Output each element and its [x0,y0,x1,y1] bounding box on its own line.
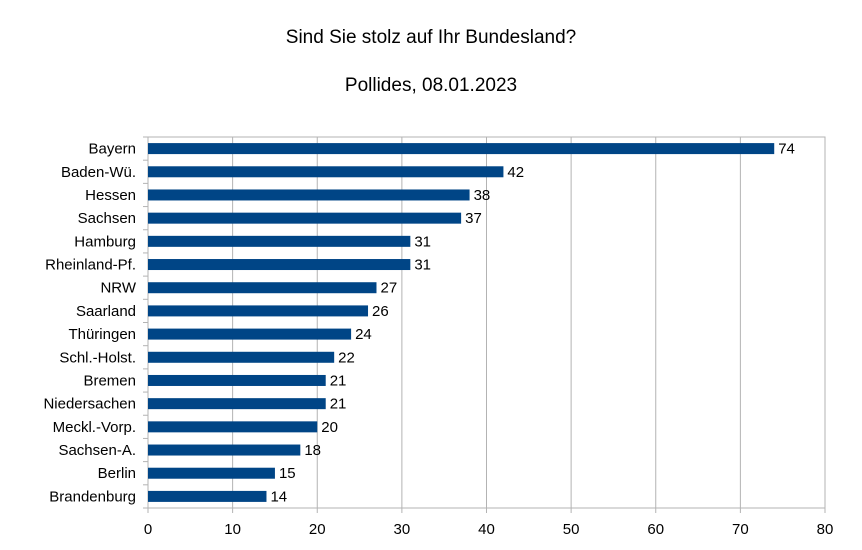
bar [148,305,369,317]
data-label: 18 [304,442,321,459]
bar [148,282,377,294]
bar [148,328,352,340]
bar [148,235,411,247]
category-label: Meckl.-Vorp. [53,419,136,436]
bar [148,166,504,178]
x-tick-label: 70 [732,521,749,538]
data-label: 14 [270,488,287,505]
category-label: NRW [100,280,136,297]
bar [148,259,411,271]
bar [148,398,326,410]
category-label: Thüringen [68,326,136,343]
x-tick-label: 20 [309,521,326,538]
data-label: 15 [279,465,296,482]
x-tick-label: 0 [144,521,152,538]
bar [148,490,267,502]
data-label: 37 [465,210,482,227]
x-tick-label: 10 [224,521,241,538]
category-label: Sachsen [78,210,136,227]
category-label: Rheinland-Pf. [45,257,136,274]
bar [148,444,301,456]
x-tick-label: 80 [817,521,834,538]
category-label: Berlin [98,465,136,482]
data-label: 22 [338,349,355,366]
category-label: Niedersachen [43,396,136,413]
bar [148,143,775,155]
x-axis-ticks: 0 10 20 30 40 50 60 70 80 [144,521,834,538]
data-label: 31 [414,233,431,250]
x-tick-label: 60 [647,521,664,538]
chart-title: Sind Sie stolz auf Ihr Bundesland? [286,27,576,48]
category-label: Hessen [85,187,136,204]
bar [148,351,335,363]
category-label: Hamburg [74,233,136,250]
data-label: 24 [355,326,372,343]
data-label: 42 [507,164,524,181]
category-labels: Bayern Baden-Wü. Hessen Sachsen Hamburg Rhein… [43,141,136,506]
bars [148,143,775,502]
data-label: 26 [372,303,389,320]
chart-subtitle: Pollides, 08.01.2023 [345,75,517,96]
category-label: Saarland [76,303,136,320]
x-tick-label: 40 [478,521,495,538]
category-label: Schl.-Holst. [59,349,136,366]
data-label: 21 [330,396,347,413]
data-label: 20 [321,419,338,436]
bar [148,421,318,433]
bar [148,189,470,201]
category-label: Baden-Wü. [61,164,136,181]
bar [148,212,462,224]
x-tick-label: 50 [563,521,580,538]
data-label: 31 [414,257,431,274]
data-label: 74 [778,141,795,158]
data-label: 27 [380,280,397,297]
category-label: Sachsen-A. [58,442,136,459]
x-tick-label: 30 [394,521,411,538]
bar [148,374,326,386]
category-label: Brandenburg [49,488,136,505]
bar [148,467,275,479]
category-label: Bremen [83,372,136,389]
data-label: 21 [330,372,347,389]
plot-frame [143,136,826,513]
data-label: 38 [474,187,491,204]
category-label: Bayern [88,141,136,158]
